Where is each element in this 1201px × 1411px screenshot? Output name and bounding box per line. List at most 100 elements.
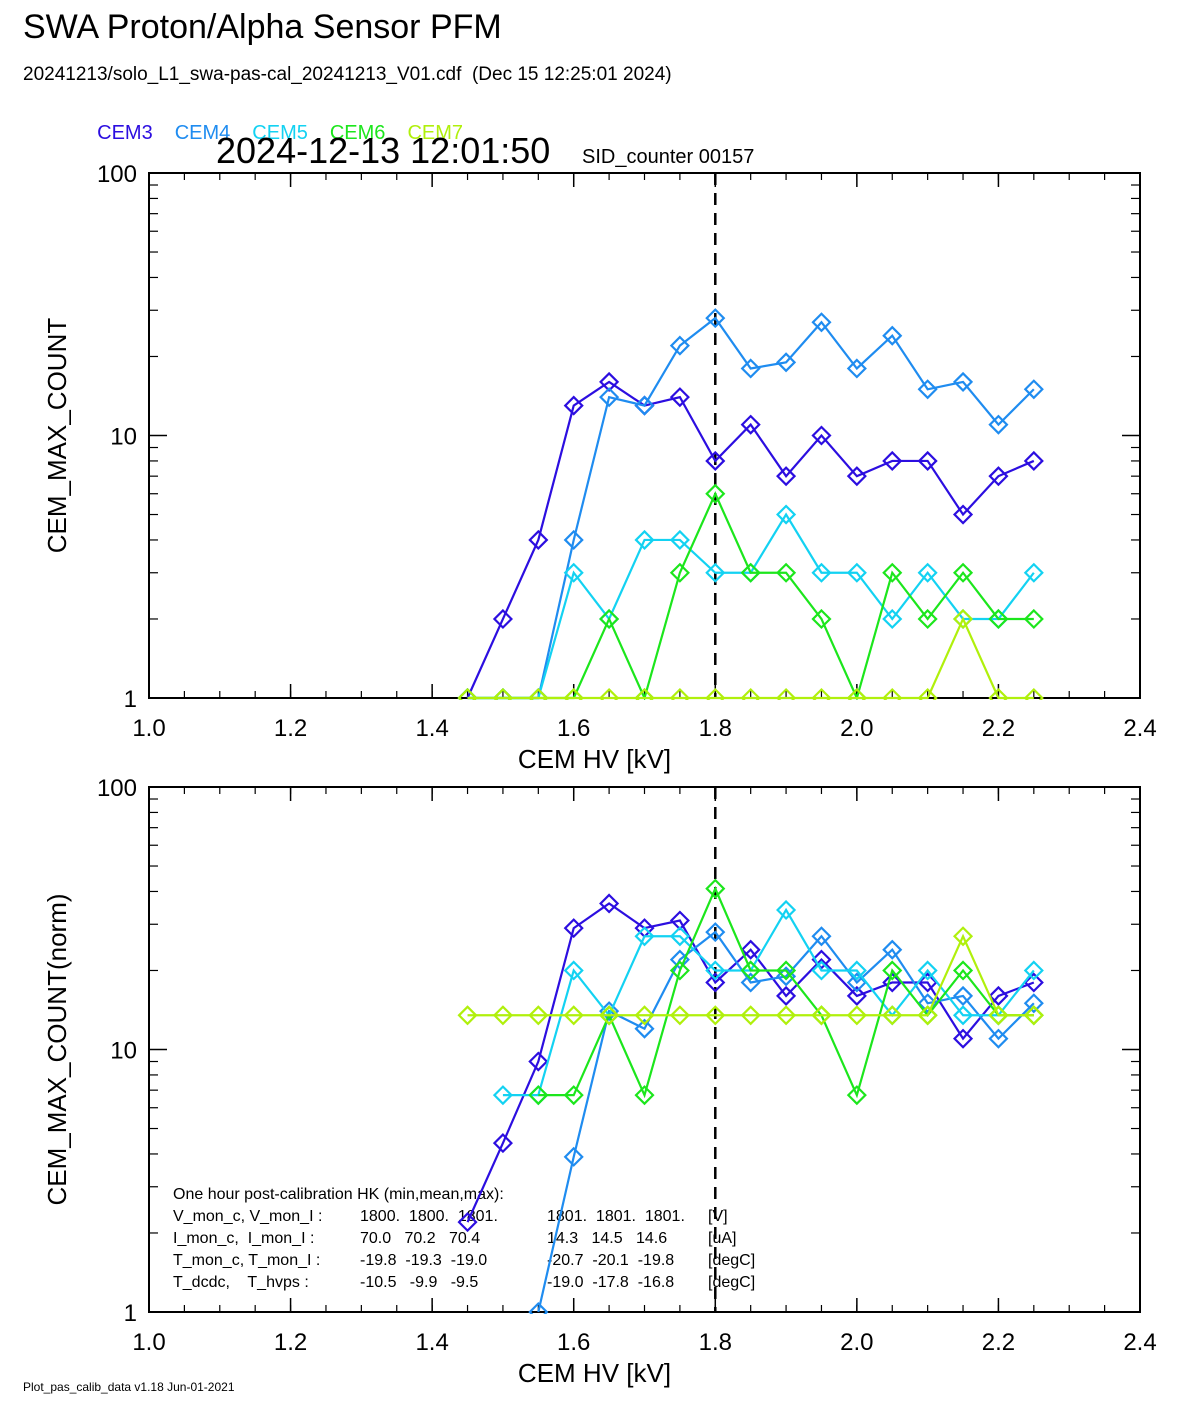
series-line (466, 902, 1035, 1223)
series-cem6 (457, 483, 1044, 700)
x-tick-label: 1.8 (699, 1329, 732, 1356)
data-point-marker (563, 395, 584, 416)
hk-row-unit: [V] (708, 1208, 728, 1225)
data-point-marker (988, 608, 1009, 630)
series-line (537, 930, 1035, 1313)
y-tick-label: 100 (97, 161, 137, 188)
data-point-marker (988, 1005, 1009, 1026)
data-point-marker (811, 312, 832, 333)
data-point-marker (457, 1212, 478, 1233)
x-tick-label: 1.6 (557, 1329, 590, 1356)
legend: CEM3 CEM4 CEM5 CEM6 CEM7 (86, 99, 485, 145)
data-point-marker (1023, 450, 1044, 471)
data-point-marker (846, 985, 867, 1006)
x-tick-label: 1.8 (699, 715, 732, 742)
data-point-marker (846, 1085, 867, 1106)
data-point-marker (776, 960, 797, 981)
data-point-marker (846, 960, 867, 981)
data-point-marker (1023, 379, 1044, 400)
hk-row-unit: [uA] (708, 1230, 736, 1247)
data-point-marker (882, 960, 903, 981)
data-point-marker (563, 1146, 584, 1167)
footer-version: Plot_pas_calib_data v1.18 Jun-01-2021 (23, 1380, 235, 1394)
data-point-marker (492, 1085, 513, 1106)
series-cem4 (528, 922, 1044, 1314)
data-point-marker (917, 972, 938, 993)
hk-row-unit: [degC] (708, 1252, 755, 1269)
data-point-marker (882, 608, 903, 630)
data-point-marker (882, 1005, 903, 1026)
data-point-marker (740, 960, 761, 981)
data-point-marker (1023, 960, 1044, 981)
data-point-marker (776, 899, 797, 921)
data-point-marker (846, 687, 867, 700)
data-point-marker (634, 926, 655, 947)
x-tick-label: 2.0 (840, 715, 873, 742)
data-point-marker (705, 483, 726, 504)
data-point-marker (492, 608, 513, 630)
x-tick-label: 1.0 (132, 715, 165, 742)
data-point-marker (952, 371, 974, 392)
data-point-marker (1023, 1005, 1044, 1026)
data-point-marker (882, 325, 903, 346)
data-point-marker (917, 687, 938, 700)
data-point-marker (528, 1301, 549, 1314)
data-point-marker (634, 1005, 655, 1026)
hk-row-label: V_mon_c, V_mon_I : (173, 1208, 322, 1225)
x-tick-label: 1.4 (415, 715, 448, 742)
data-point-marker (776, 504, 797, 525)
data-point-marker (669, 335, 690, 356)
data-point-marker (634, 1018, 655, 1039)
data-point-marker (740, 972, 761, 993)
data-point-marker (1023, 972, 1044, 993)
legend-item-cem5: CEM5 (252, 122, 308, 144)
series-line (467, 616, 1034, 700)
hk-row-label: I_mon_c, I_mon_I : (173, 1230, 314, 1247)
x-tick-label: 1.0 (132, 1329, 165, 1356)
data-point-marker (563, 687, 584, 700)
y-tick-label: 10 (110, 1038, 137, 1065)
x-axis-title: CEM HV [kV] (518, 1358, 671, 1388)
data-point-marker (669, 960, 690, 981)
hk-row-values-a: 70.0 70.2 70.4 (360, 1230, 480, 1247)
data-point-marker (988, 1028, 1009, 1049)
x-tick-label: 2.2 (982, 715, 1015, 742)
series-line (467, 512, 1035, 700)
data-point-marker (988, 414, 1009, 435)
x-tick-label: 2.4 (1123, 715, 1156, 742)
sid-counter: SID_counter 00157 (582, 146, 755, 168)
data-point-marker (846, 562, 867, 583)
series-line (467, 933, 1034, 1017)
data-point-marker (846, 358, 867, 379)
timestamp: 2024-12-13 12:01:50 (216, 130, 551, 171)
hk-row-values-b: -19.0 -17.8 -16.8 (547, 1274, 674, 1291)
data-point-marker (705, 562, 726, 583)
data-point-marker (705, 972, 726, 993)
legend-item-cem6: CEM6 (329, 122, 386, 144)
series-cem5 (457, 504, 1044, 700)
data-point-marker (882, 562, 903, 583)
data-point-marker (988, 466, 1009, 487)
data-point-marker (776, 985, 797, 1006)
x-tick-label: 1.2 (274, 715, 307, 742)
data-point-marker (705, 450, 726, 471)
data-point-marker (669, 926, 690, 947)
data-point-marker (1023, 687, 1044, 700)
series-line (467, 491, 1034, 700)
data-point-marker (811, 960, 832, 981)
data-point-marker (669, 687, 690, 700)
data-point-marker (563, 960, 584, 981)
series-line (502, 907, 1035, 1097)
data-point-marker (1023, 993, 1044, 1014)
series-cem7 (457, 926, 1044, 1026)
data-point-marker (599, 893, 620, 914)
data-point-marker (952, 562, 974, 583)
hk-row-values-b: 14.3 14.5 14.6 (547, 1230, 667, 1247)
chart-panel-1: 1.0 1.2 1.4 1.6 1.8 2.0 2.2 2.4 1 10 100 CEM HV [kV… (42, 161, 1157, 774)
hk-row-unit: [degC] (708, 1274, 755, 1291)
x-tick-label: 2.4 (1123, 1329, 1156, 1356)
data-point-marker (952, 985, 974, 1006)
data-point-marker (492, 1005, 513, 1026)
data-point-marker (563, 1005, 584, 1026)
x-tick-label: 1.6 (557, 715, 590, 742)
